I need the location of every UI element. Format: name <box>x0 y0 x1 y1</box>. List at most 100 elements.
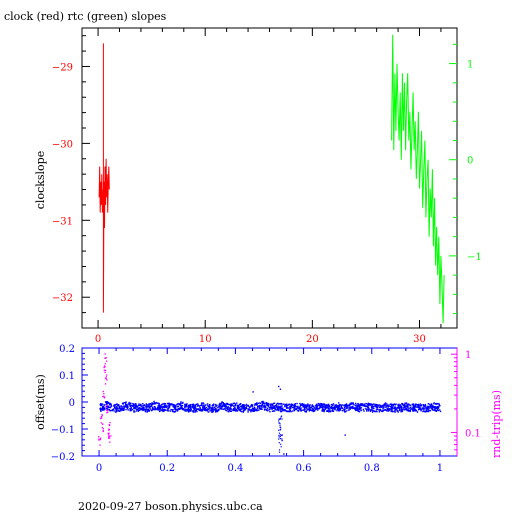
bottom-x-tick-label: 0 <box>96 463 102 474</box>
offset-spike-point <box>278 422 280 424</box>
top-y-ticks: −29 −30 −31 −32 <box>52 35 90 329</box>
top-x-tick-label: 20 <box>306 334 319 345</box>
rndtrip-point <box>101 413 103 416</box>
rndtrip-point <box>103 365 106 367</box>
offset-outlier-point <box>283 453 285 455</box>
bottom-x-tick-label: 0.4 <box>227 463 243 474</box>
bottom-y-ticks: 0.2 0.1 0 −0.1 −0.2 <box>51 344 88 463</box>
bottom-y2-tick-label: 0.1 <box>465 428 481 439</box>
footer-text: 2020-09-27 boson.physics.ubc.ca <box>78 500 263 512</box>
rndtrip-point <box>106 409 108 411</box>
rndtrip-point <box>101 415 103 417</box>
rndtrip-point <box>105 406 107 409</box>
clock-slope-series <box>98 43 110 313</box>
top-x-tick-label: 30 <box>413 334 426 345</box>
offset-series <box>99 400 442 413</box>
rndtrip-point <box>108 437 111 439</box>
rndtrip-point <box>98 438 100 440</box>
rndtrip-point <box>100 416 103 418</box>
rndtrip-point <box>100 422 103 424</box>
rndtrip-point <box>107 432 109 435</box>
offset-spike-point <box>280 446 282 448</box>
rndtrip-point <box>102 429 104 432</box>
rndtrip-point <box>104 363 106 365</box>
rndtrip-point <box>108 424 110 426</box>
offset-spike-point <box>278 429 280 431</box>
offset-outlier-point <box>281 439 283 442</box>
bottom-x-tick-label: 0.6 <box>296 463 312 474</box>
top-x-tick-label: 0 <box>95 334 101 345</box>
rndtrip-point <box>104 357 106 360</box>
offset-spike-point <box>280 416 282 418</box>
rndtrip-point <box>102 395 104 398</box>
bottom-y-tick-label: −0.2 <box>51 452 75 463</box>
top-y-tick-label: −30 <box>52 139 73 150</box>
top-y-tick-label: −31 <box>52 216 73 227</box>
offset-spike-point <box>280 415 283 417</box>
rndtrip-point <box>102 390 105 393</box>
rndtrip-point <box>104 383 107 385</box>
rndtrip-point <box>110 435 112 437</box>
rndtrip-point <box>108 435 110 437</box>
rndtrip-point <box>102 430 105 433</box>
offset-spike-point <box>278 436 280 438</box>
offset-spike-point <box>281 438 283 440</box>
offset-spike-point <box>280 443 282 445</box>
offset-outlier-point <box>279 429 282 431</box>
bottom-panel: 0 0.2 0.4 0.6 0.8 1 0.20.10−0.1−0.2 10.1 offs… <box>34 344 503 474</box>
offset-spike-point <box>278 449 281 451</box>
offset-spike-point <box>279 410 282 412</box>
rtc-slope-series <box>391 34 445 324</box>
offset-spike-point <box>279 417 281 420</box>
offset-spike-point <box>279 426 281 428</box>
offset-spike-point <box>279 425 281 427</box>
rndtrip-point <box>99 417 102 420</box>
rndtrip-point <box>106 374 108 376</box>
bottom-plot-frame <box>81 347 458 457</box>
offset-outlier-point <box>252 391 254 393</box>
rndtrip-point <box>105 360 108 362</box>
bottom-x-tick-label: 0.2 <box>159 463 175 474</box>
top-y-tick-label: −29 <box>52 62 73 73</box>
offset-outlier-point <box>278 385 280 388</box>
rndtrip-point <box>98 436 100 438</box>
bottom-x-ticks: 0 0.2 0.4 0.6 0.8 1 <box>96 348 443 474</box>
offset-spike-point <box>281 418 283 420</box>
offset-spike-point <box>278 438 280 440</box>
rndtrip-point <box>103 395 105 397</box>
offset-spike-point <box>279 437 282 440</box>
bottom-x-tick-label: 1 <box>437 463 443 474</box>
rndtrip-point <box>104 353 106 355</box>
rndtrip-point <box>103 366 105 369</box>
rndtrip-point <box>108 429 110 431</box>
rndtrip-point <box>105 376 107 378</box>
top-plot-frame <box>81 27 458 329</box>
top-y-axis-label: clockslope <box>34 151 47 209</box>
rndtrip-point <box>104 377 107 380</box>
bottom-y-tick-label: 0.1 <box>59 371 75 382</box>
rndtrip-point <box>105 357 107 359</box>
offset-spike-point <box>278 432 280 434</box>
rndtrip-point <box>101 426 104 429</box>
rndtrip-point <box>98 439 100 441</box>
offset-spike-point <box>280 411 282 413</box>
offset-spike-point <box>279 423 281 425</box>
bottom-x-tick-label: 0.8 <box>364 463 380 474</box>
bottom-y2-axis-label: rnd-trip(ms) <box>490 390 503 458</box>
rndtrip-point <box>106 412 108 414</box>
bottom-y-tick-label: 0.2 <box>59 344 75 355</box>
rndtrip-point <box>102 428 105 430</box>
offset-spike-point <box>278 451 281 453</box>
rndtrip-point <box>102 423 104 425</box>
top-panel: 0 10 20 30 −29−30−31−32 10−1 clockslope <box>34 27 482 345</box>
top-y2-tick-label: −1 <box>467 252 482 263</box>
rndtrip-point <box>109 441 111 443</box>
rndtrip-point <box>107 411 109 413</box>
rndtrip-point <box>109 422 111 424</box>
bottom-y-tick-label: 0 <box>69 398 75 409</box>
rndtrip-point <box>108 432 110 434</box>
rndtrip-point <box>104 371 106 374</box>
rndtrip-point <box>103 392 105 395</box>
bottom-y2-tick-label: 1 <box>465 350 471 361</box>
